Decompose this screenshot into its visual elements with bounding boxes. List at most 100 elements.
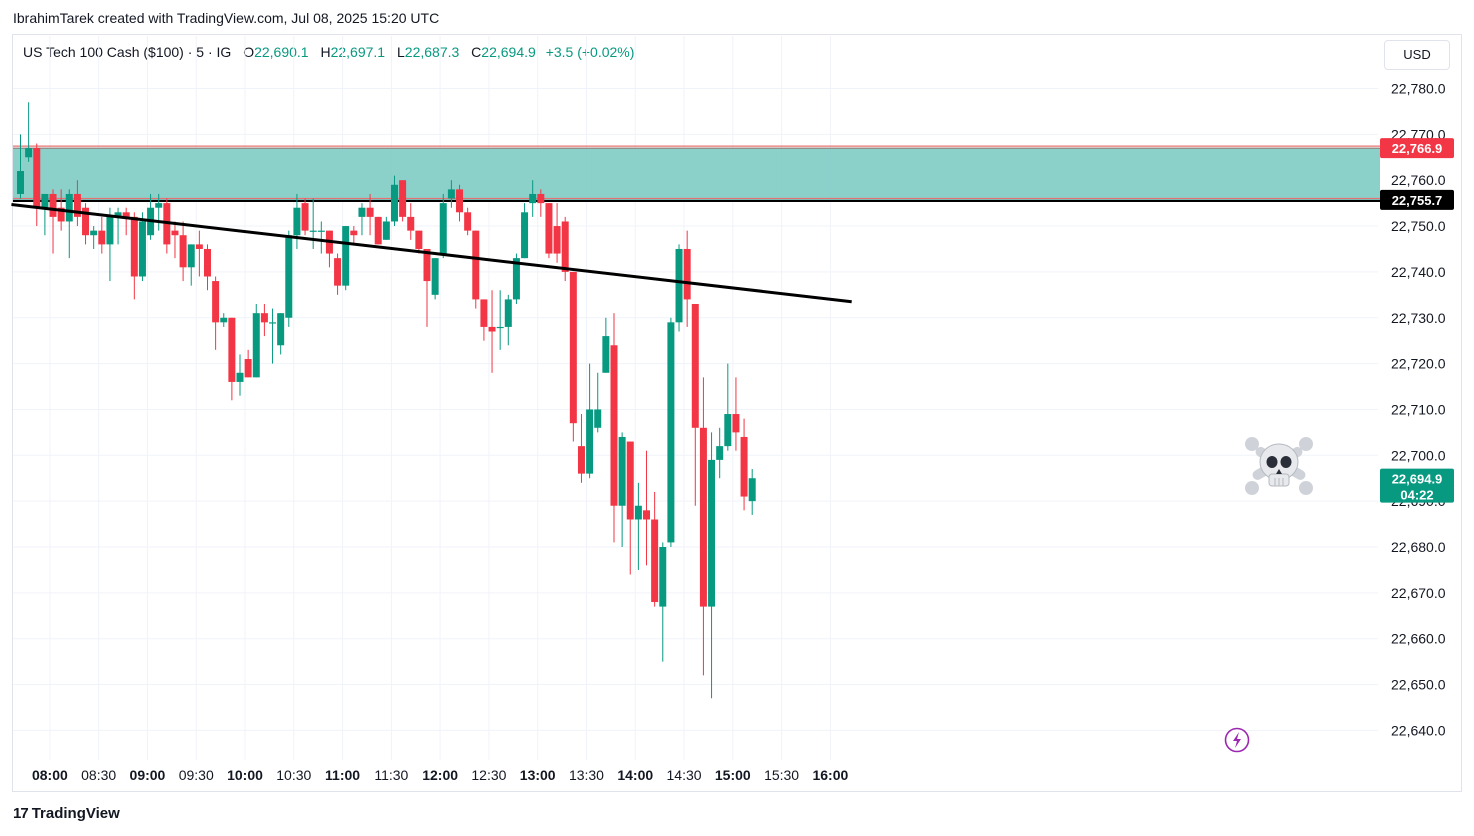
lightning-event-icon[interactable] — [1224, 727, 1250, 753]
candle — [643, 450, 651, 566]
candle-body — [269, 322, 277, 324]
candle — [456, 184, 464, 222]
price-axis[interactable]: 22,780.022,770.022,760.022,750.022,740.0… — [1391, 81, 1446, 739]
time-axis[interactable]: 08:00 08:30 09:00 09:30 10:00 10:30 11:00 11:30… — [32, 767, 849, 783]
candle — [350, 226, 358, 245]
candle-body — [342, 226, 350, 286]
x-tick-label: 14:00 — [617, 767, 653, 783]
candle-body — [220, 317, 228, 323]
x-tick-label: 10:30 — [276, 767, 311, 783]
candle — [106, 207, 114, 282]
candle-body — [244, 359, 252, 378]
chart-legend: US Tech 100 Cash ($100) · 5 · IG O22,690… — [23, 44, 634, 60]
candle-body — [634, 505, 642, 520]
candle — [317, 221, 325, 254]
x-tick-label: 14:30 — [667, 767, 702, 783]
currency-button[interactable]: USD — [1384, 40, 1450, 70]
candle — [293, 193, 301, 249]
zone-bottom-price-tag-bg — [1380, 189, 1454, 210]
candle-body — [203, 248, 211, 277]
candle — [488, 290, 496, 373]
zone-bottom-price-tag-text: 22,755.7 — [1392, 193, 1443, 208]
zone-top-price-tag: 22,766.9 — [1380, 138, 1454, 159]
candle — [25, 102, 33, 162]
candle — [553, 203, 561, 263]
candle — [594, 372, 602, 433]
x-tick-label: 09:00 — [130, 767, 166, 783]
candle-body — [334, 258, 342, 286]
candle-body — [195, 244, 203, 249]
candle-body — [740, 436, 748, 497]
candle — [545, 203, 553, 259]
candle-body — [618, 436, 626, 506]
candle — [626, 441, 634, 575]
candle — [342, 226, 350, 291]
candle — [496, 290, 504, 350]
candle-body — [496, 326, 504, 329]
candle-body — [659, 547, 667, 607]
candle — [114, 207, 122, 245]
tradingview-logo[interactable]: 17 TradingView — [13, 805, 120, 822]
candle-body — [561, 221, 569, 272]
candle-body — [366, 207, 374, 217]
candle-body — [260, 313, 268, 323]
supply-zone[interactable] — [13, 145, 1380, 203]
candle-body — [277, 313, 285, 346]
candle — [667, 317, 675, 547]
candle-body — [553, 226, 561, 254]
candle-body — [285, 235, 293, 318]
x-tick-label: 15:00 — [715, 767, 751, 783]
candle-body — [586, 409, 594, 474]
candle — [334, 253, 342, 295]
candle-body — [390, 184, 398, 222]
x-tick-label: 13:00 — [520, 767, 556, 783]
candle — [716, 427, 724, 479]
candle-body — [358, 207, 366, 217]
candle-body — [643, 510, 651, 520]
y-tick-label: 22,700.0 — [1391, 447, 1446, 463]
candle-body — [98, 230, 106, 245]
candle-body — [748, 478, 756, 502]
candle-body — [17, 171, 24, 194]
candle — [171, 221, 179, 259]
tradingview-brand: TradingView — [31, 805, 120, 822]
candle — [382, 216, 390, 240]
candle-body — [138, 221, 146, 277]
x-tick-label: 15:30 — [764, 767, 799, 783]
candle — [529, 180, 537, 217]
trendline-segment[interactable] — [11, 203, 852, 304]
candle — [269, 308, 277, 364]
legend-symbol[interactable]: US Tech 100 Cash ($100) · 5 · IG — [23, 44, 232, 60]
candle — [325, 230, 333, 268]
candle-body — [456, 189, 464, 213]
candle — [577, 414, 585, 483]
skull-crossbones-icon — [1245, 437, 1313, 495]
candle — [586, 363, 594, 479]
y-tick-label: 22,760.0 — [1391, 172, 1446, 188]
x-tick-label: 11:30 — [374, 767, 408, 783]
candle-body — [488, 326, 496, 332]
candle-body — [512, 258, 520, 300]
last-price-tag: 22,694.904:22 — [1380, 468, 1454, 503]
candle-body — [651, 519, 659, 603]
chart-frame — [12, 34, 1462, 792]
candle-body — [212, 281, 220, 323]
candle-body — [683, 248, 691, 300]
candle-body — [439, 203, 447, 254]
candle — [521, 203, 529, 259]
candle-body — [504, 299, 512, 327]
candle-body — [626, 441, 634, 520]
candle-body — [447, 189, 455, 199]
x-tick-label: 08:30 — [81, 767, 116, 783]
candle — [73, 180, 81, 227]
candle — [82, 203, 90, 245]
trendline[interactable] — [11, 203, 852, 304]
x-tick-label: 12:30 — [471, 767, 506, 783]
candle-body — [675, 248, 683, 323]
candle-body — [293, 207, 301, 236]
candle — [90, 226, 98, 249]
chart-caption: IbrahimTarek created with TradingView.co… — [13, 10, 440, 26]
candle — [277, 313, 285, 355]
candle-body — [407, 216, 415, 231]
